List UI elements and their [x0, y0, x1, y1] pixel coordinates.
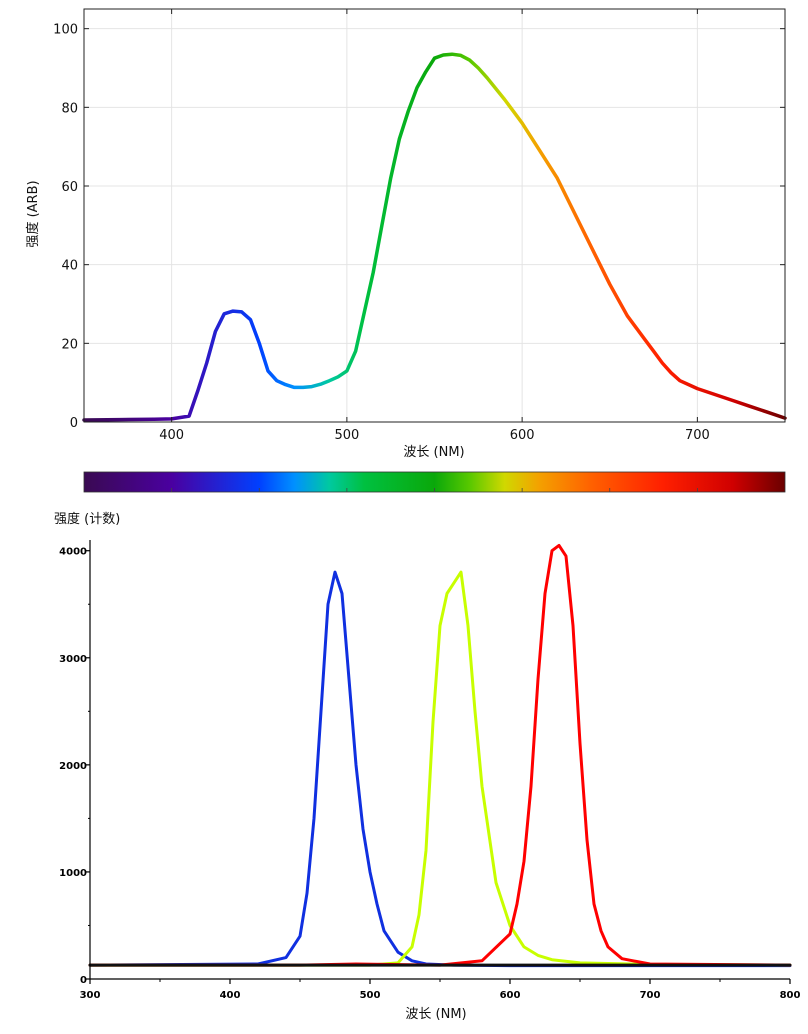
bottom-x-tick-label: 400 [220, 990, 241, 1001]
top-intensity-line [82, 52, 787, 422]
bottom-x-tick-label: 700 [640, 990, 661, 1001]
top-axis-ticks: 400 500 600 700 0 20 40 60 80 100 [53, 9, 785, 443]
bottom-y-axis-label: 强度 (计数) [54, 511, 120, 527]
top-plot-frame [83, 8, 786, 423]
bottom-y-tick-label: 3000 [59, 654, 87, 665]
bottom-y-tick-label: 2000 [59, 761, 87, 772]
top-y-tick-label: 100 [53, 23, 78, 38]
bottom-axis-ticks: 300 400 500 600 700 800 0 1000 2000 3000 4000 [59, 547, 800, 1001]
top-y-tick-label: 80 [61, 101, 78, 116]
top-grid [84, 9, 785, 423]
bottom-series-line-2 [88, 543, 792, 967]
bottom-x-axis-label: 波长 (NM) [405, 1007, 466, 1022]
top-x-tick-label: 400 [159, 428, 184, 443]
top-x-tick-label: 600 [510, 428, 535, 443]
top-y-axis-label: 强度 (ARB) [25, 180, 41, 247]
spectrum-colorbar [83, 471, 786, 493]
bottom-series-line-1 [88, 570, 792, 967]
top-y-tick-label: 40 [61, 259, 78, 274]
bottom-x-tick-label: 300 [80, 990, 101, 1001]
bottom-x-tick-label: 600 [500, 990, 521, 1001]
bottom-x-tick-label: 500 [360, 990, 381, 1001]
bottom-y-tick-label: 4000 [59, 547, 87, 558]
top-y-tick-label: 0 [70, 416, 78, 431]
colorbar-ticks [171, 488, 698, 492]
top-x-tick-label: 700 [685, 428, 710, 443]
top-chart: 400 500 600 700 0 20 40 60 80 100 波长 (NM) 强度 (ARB… [25, 8, 787, 460]
bottom-x-tick-label: 800 [780, 990, 801, 1001]
top-series-line [82, 52, 787, 422]
top-y-tick-label: 20 [61, 337, 78, 352]
top-y-tick-label: 60 [61, 180, 78, 195]
bottom-y-tick-label: 1000 [59, 868, 87, 879]
bottom-spectra-lines [88, 543, 792, 968]
top-x-tick-label: 500 [334, 428, 359, 443]
top-x-axis-label: 波长 (NM) [403, 445, 464, 460]
bottom-y-tick-label: 0 [80, 975, 87, 986]
bottom-chart: 强度 (计数) 300 400 500 600 700 800 0 1000 2000 3000 4… [54, 511, 800, 1022]
